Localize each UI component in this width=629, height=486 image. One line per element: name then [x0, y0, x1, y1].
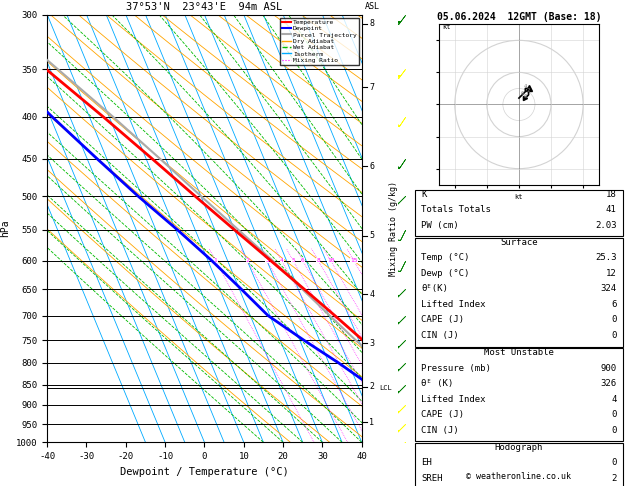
Text: 4: 4: [524, 85, 527, 89]
Text: Dewp (°C): Dewp (°C): [421, 269, 470, 278]
Text: SREH: SREH: [421, 474, 443, 483]
Text: 1: 1: [214, 258, 218, 263]
Text: 5: 5: [291, 258, 295, 263]
Text: θᴱ(K): θᴱ(K): [421, 284, 448, 294]
Text: CAPE (J): CAPE (J): [421, 315, 464, 325]
Text: 4: 4: [280, 258, 284, 263]
Text: PW (cm): PW (cm): [421, 221, 459, 230]
Text: 324: 324: [600, 284, 616, 294]
Text: 25.3: 25.3: [595, 253, 616, 262]
Text: Hodograph: Hodograph: [495, 443, 543, 452]
Text: K: K: [421, 190, 426, 199]
Bar: [415, 443, 623, 486]
Text: 6: 6: [521, 91, 524, 96]
Text: kt: kt: [442, 24, 450, 30]
Text: CIN (J): CIN (J): [421, 426, 459, 435]
Text: Most Unstable: Most Unstable: [484, 348, 554, 357]
X-axis label: Dewpoint / Temperature (°C): Dewpoint / Temperature (°C): [120, 467, 289, 477]
Bar: [415, 190, 623, 236]
Text: 0: 0: [524, 94, 527, 99]
Legend: Temperature, Dewpoint, Parcel Trajectory, Dry Adiabat, Wet Adiabat, Isotherm, Mi: Temperature, Dewpoint, Parcel Trajectory…: [280, 17, 359, 65]
Text: 15: 15: [350, 258, 358, 263]
Text: 0: 0: [611, 315, 616, 325]
Text: Lifted Index: Lifted Index: [421, 395, 486, 404]
Bar: [415, 238, 623, 347]
Text: 2: 2: [245, 258, 249, 263]
Text: 3: 3: [369, 339, 374, 348]
Text: 5: 5: [369, 231, 374, 240]
Title: 37°53'N  23°43'E  94m ASL: 37°53'N 23°43'E 94m ASL: [126, 2, 282, 13]
Text: 05.06.2024  12GMT (Base: 18): 05.06.2024 12GMT (Base: 18): [437, 12, 601, 22]
Text: 6: 6: [369, 162, 374, 171]
Text: 900: 900: [600, 364, 616, 373]
Text: CAPE (J): CAPE (J): [421, 410, 464, 419]
Text: LCL: LCL: [379, 385, 392, 391]
Text: 41: 41: [606, 205, 616, 214]
Text: 2: 2: [527, 87, 530, 93]
Text: Totals Totals: Totals Totals: [421, 205, 491, 214]
Text: 0: 0: [611, 426, 616, 435]
Text: Temp (°C): Temp (°C): [421, 253, 470, 262]
Text: 6: 6: [611, 300, 616, 309]
Text: 8: 8: [369, 19, 374, 28]
Text: 0: 0: [611, 410, 616, 419]
Text: 0: 0: [611, 458, 616, 468]
Text: 1: 1: [369, 417, 374, 427]
Text: 7: 7: [369, 83, 374, 92]
Text: Mixing Ratio (g/kg): Mixing Ratio (g/kg): [389, 181, 398, 276]
Text: Lifted Index: Lifted Index: [421, 300, 486, 309]
Text: 12: 12: [606, 269, 616, 278]
Text: 4: 4: [369, 290, 374, 298]
Text: EH: EH: [421, 458, 432, 468]
Text: © weatheronline.co.uk: © weatheronline.co.uk: [467, 472, 571, 481]
Y-axis label: hPa: hPa: [1, 220, 11, 237]
Text: θᴱ (K): θᴱ (K): [421, 379, 454, 388]
Text: 4: 4: [611, 395, 616, 404]
Text: CIN (J): CIN (J): [421, 331, 459, 340]
X-axis label: kt: kt: [515, 194, 523, 200]
Text: 18: 18: [606, 190, 616, 199]
Text: 0: 0: [611, 331, 616, 340]
Text: 8: 8: [316, 258, 320, 263]
Text: ASL: ASL: [365, 2, 380, 11]
Text: Surface: Surface: [500, 238, 538, 247]
Text: 3: 3: [265, 258, 269, 263]
Bar: [415, 348, 623, 441]
Text: 10: 10: [327, 258, 335, 263]
Text: 2.03: 2.03: [595, 221, 616, 230]
Text: 2: 2: [611, 474, 616, 483]
Text: 6: 6: [301, 258, 304, 263]
Text: 326: 326: [600, 379, 616, 388]
Text: 2: 2: [369, 382, 374, 391]
Text: Pressure (mb): Pressure (mb): [421, 364, 491, 373]
